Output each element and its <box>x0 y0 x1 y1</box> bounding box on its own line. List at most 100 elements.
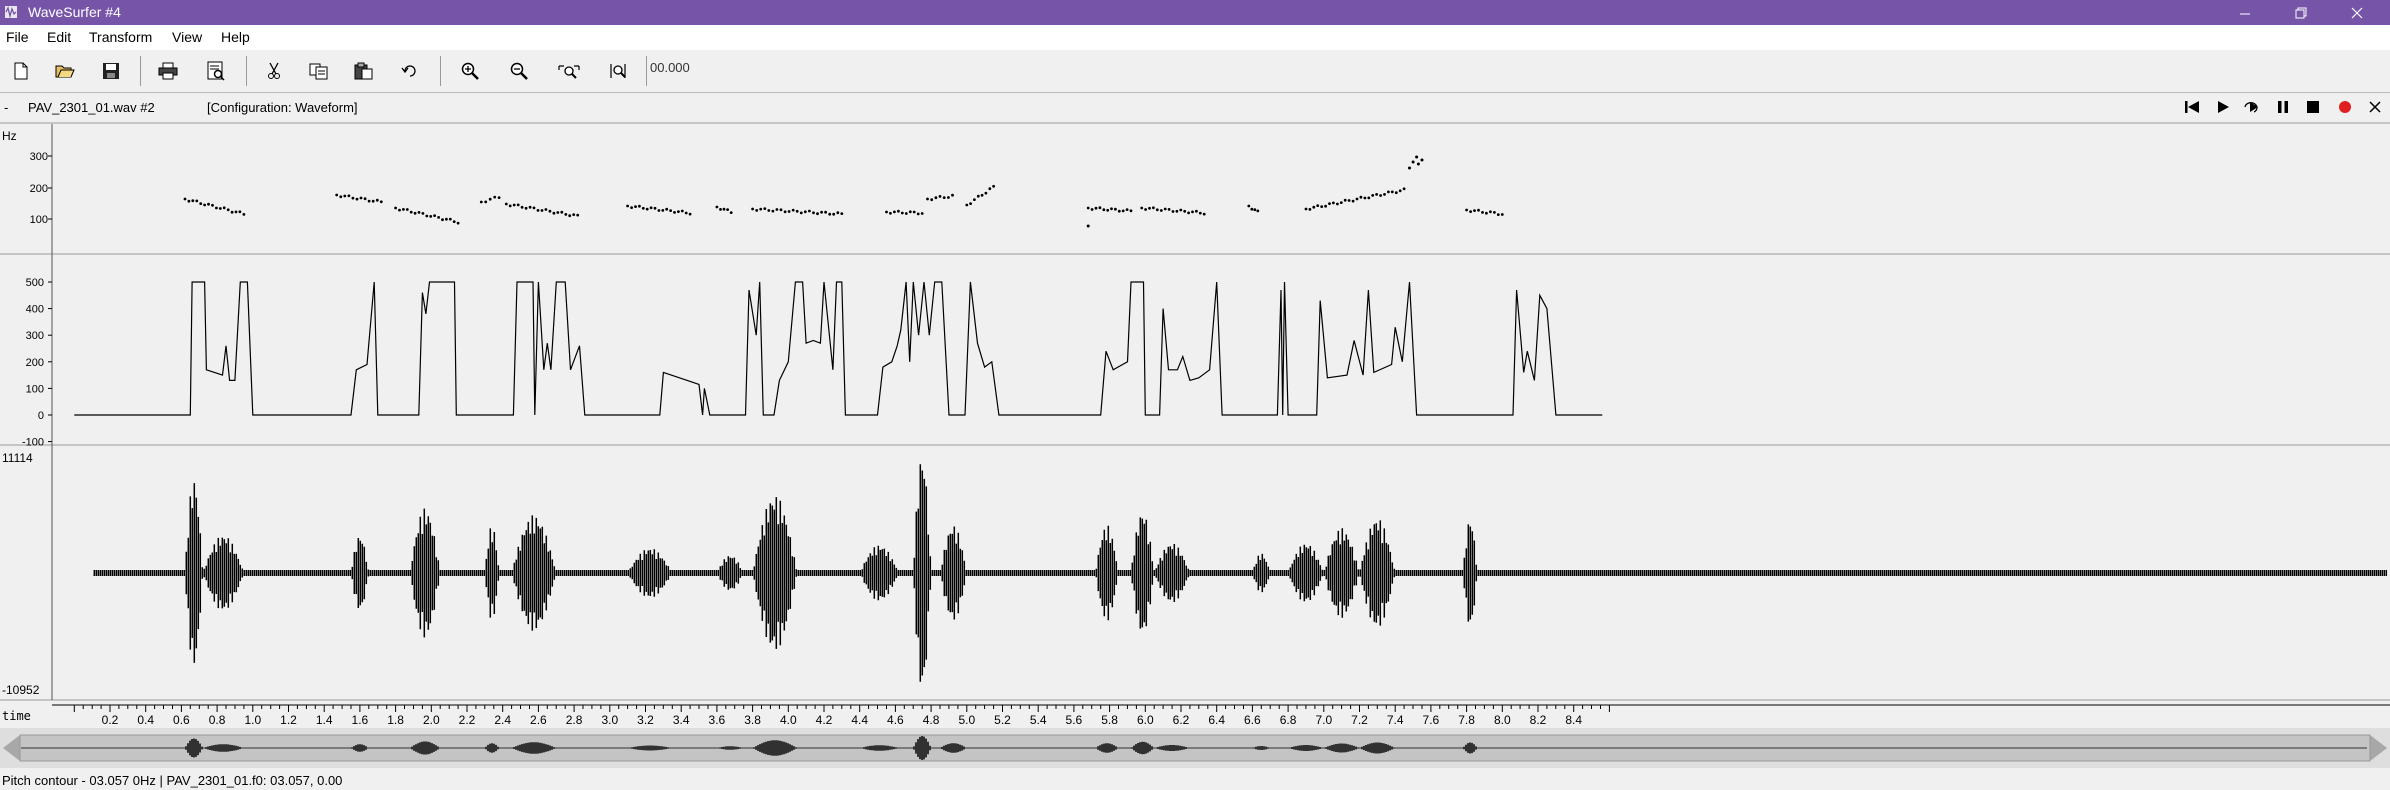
paste-icon <box>354 62 373 80</box>
pitch-point <box>665 207 669 211</box>
pitch-point <box>203 203 207 207</box>
record-button[interactable] <box>2334 96 2356 118</box>
pitch-point <box>787 210 791 213</box>
pitch-point <box>183 197 187 201</box>
pitch-point <box>394 206 397 210</box>
menu-file[interactable]: File <box>6 29 29 45</box>
zoom-in-button[interactable] <box>456 58 484 84</box>
pitch-point <box>1390 190 1394 194</box>
pitch-point <box>379 200 383 204</box>
print-button[interactable] <box>154 58 182 84</box>
pitch-point <box>1159 209 1163 212</box>
zoom-out-button[interactable] <box>505 58 533 84</box>
toolbar-separator <box>140 56 141 86</box>
pitch-point <box>645 207 649 211</box>
paste-button[interactable] <box>350 58 378 84</box>
pitch-point <box>1117 209 1121 213</box>
zoom-all-button[interactable] <box>555 58 583 84</box>
pitch-point <box>1375 193 1378 196</box>
restore-button[interactable] <box>2278 0 2324 25</box>
pitch-point <box>398 208 401 212</box>
pitch-point <box>1379 194 1382 197</box>
pitch-point <box>684 211 688 215</box>
cut-button[interactable] <box>260 58 288 84</box>
pitch-point <box>222 206 226 210</box>
zoom-out-icon <box>510 62 528 80</box>
pitch-point <box>930 198 934 202</box>
pitch-point <box>335 193 339 197</box>
go-to-start-button[interactable] <box>2181 96 2203 118</box>
pitch-point <box>976 194 980 198</box>
menu-edit[interactable]: Edit <box>47 29 72 45</box>
copy-button[interactable] <box>305 58 333 84</box>
pitch-point <box>1415 155 1419 159</box>
scroll-right-arrow-icon[interactable] <box>2370 735 2387 761</box>
scrollbar-thumb[interactable] <box>19 734 2371 762</box>
pitch-point <box>1493 211 1496 214</box>
pitch-point <box>1090 208 1094 211</box>
pitch-point <box>1253 208 1257 212</box>
pitch-point <box>973 198 976 202</box>
pitch-point <box>1129 209 1133 213</box>
time-tick-label: 1.8 <box>387 713 404 727</box>
open-button[interactable] <box>51 58 79 84</box>
pitch-point <box>497 196 501 200</box>
pitch-point <box>234 210 238 214</box>
pitch-point <box>1408 166 1411 170</box>
pitch-point <box>1098 206 1102 210</box>
time-tick-label: 0.8 <box>209 713 226 727</box>
pitch-point <box>230 210 234 214</box>
save-button[interactable] <box>97 58 125 84</box>
pitch-point <box>1363 196 1367 200</box>
pitch-point <box>1347 199 1351 202</box>
new-button[interactable] <box>7 58 35 84</box>
scroll-left-arrow-icon[interactable] <box>3 735 20 761</box>
time-tick-label: 0.4 <box>137 713 154 727</box>
pitch-point <box>1175 209 1179 213</box>
time-tick-label: 7.6 <box>1423 713 1440 727</box>
pitch-point <box>1125 208 1129 212</box>
menu-help[interactable]: Help <box>221 29 250 45</box>
overview-scrollbar[interactable] <box>0 728 2390 768</box>
zoom-selection-button[interactable] <box>604 58 632 84</box>
sound-menu-dash[interactable]: - <box>4 100 9 115</box>
pitch-point <box>938 195 942 198</box>
pitch-point <box>1336 202 1339 206</box>
stop-button[interactable] <box>2302 96 2324 118</box>
pitch-point <box>433 214 436 218</box>
menu-view[interactable]: View <box>172 29 203 45</box>
pitch-point <box>808 209 811 213</box>
pitch-point <box>1148 206 1151 210</box>
pitch-point <box>359 196 363 200</box>
pitch-point <box>1250 207 1254 211</box>
time-tick-label: 0.2 <box>102 713 119 727</box>
print-preview-button[interactable] <box>202 58 230 84</box>
open-folder-icon <box>55 65 75 78</box>
pitch-point <box>528 205 532 209</box>
undo-button[interactable] <box>396 58 424 84</box>
pitch-point <box>1343 198 1347 202</box>
close-button[interactable] <box>2334 0 2380 25</box>
pitch-point <box>812 211 815 215</box>
energy-curve <box>74 281 1603 416</box>
pitch-point <box>347 194 351 198</box>
menu-transform[interactable]: Transform <box>89 29 153 45</box>
pitch-point <box>226 208 230 212</box>
pitch-point <box>429 215 433 218</box>
pitch-point <box>912 210 916 214</box>
pause-button[interactable] <box>2272 96 2294 118</box>
pitch-point <box>1202 212 1206 216</box>
close-sound-button[interactable] <box>2364 96 2386 118</box>
play-loop-button[interactable] <box>2242 96 2264 118</box>
pitch-point <box>484 200 488 204</box>
play-button[interactable] <box>2212 96 2234 118</box>
pitch-point <box>980 193 984 197</box>
pitch-point <box>238 210 242 214</box>
minimize-button[interactable] <box>2222 0 2268 25</box>
time-tick-label: 6.6 <box>1244 713 1261 727</box>
pitch-point <box>441 218 444 222</box>
pitch-point <box>657 209 661 212</box>
pitch-point <box>536 209 540 212</box>
time-tick-label: 3.8 <box>744 713 761 727</box>
